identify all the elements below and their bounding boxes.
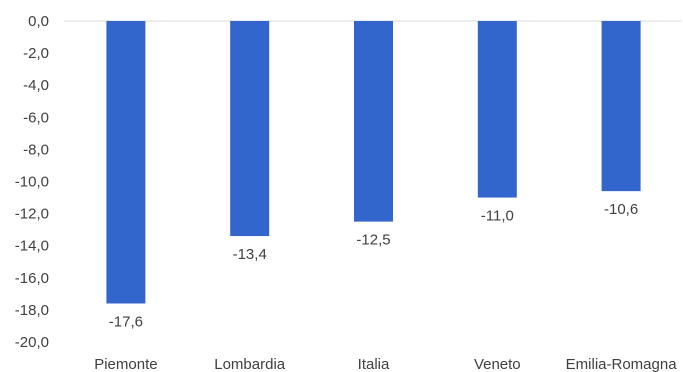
bar-piemonte: [106, 21, 146, 304]
category-label: Piemonte: [94, 356, 157, 372]
y-tick-label: -14,0: [15, 238, 49, 255]
y-tick-label: -10,0: [15, 174, 49, 191]
category-labels: Piemonte Lombardia Italia Veneto Emilia-Roma…: [94, 356, 677, 372]
y-tick-label: -6,0: [23, 109, 49, 126]
y-tick-label: -8,0: [23, 141, 49, 158]
y-tick-label: 0,0: [28, 13, 49, 30]
bar-emilia-romagna: [601, 21, 641, 192]
data-label: -11,0: [481, 208, 514, 225]
category-label: Veneto: [474, 356, 521, 372]
y-tick-label: -16,0: [15, 270, 49, 287]
data-label: -12,5: [356, 232, 390, 249]
y-axis-tick-labels: 0,0 -2,0 -4,0 -6,0 -8,0 -10,0 -12,0 -14,0 -16,0 -…: [15, 13, 49, 351]
category-label: Italia: [358, 356, 390, 372]
bar-italia: [354, 21, 393, 222]
bar-veneto: [477, 21, 517, 198]
y-tick-label: -18,0: [15, 302, 49, 319]
bar-lombardia: [230, 21, 270, 237]
bars: [106, 21, 641, 304]
y-tick-label: -12,0: [15, 206, 49, 223]
data-labels: -17,6 -13,4 -12,5 -11,0 -10,6: [109, 201, 638, 330]
data-label: -13,4: [233, 246, 267, 263]
y-tick-label: -2,0: [23, 45, 49, 62]
y-tick-label: -20,0: [15, 334, 49, 351]
y-tick-label: -4,0: [23, 77, 49, 94]
category-label: Emilia-Romagna: [566, 356, 678, 372]
data-label: -10,6: [604, 201, 638, 218]
data-label: -17,6: [109, 313, 143, 330]
category-label: Lombardia: [214, 356, 286, 372]
